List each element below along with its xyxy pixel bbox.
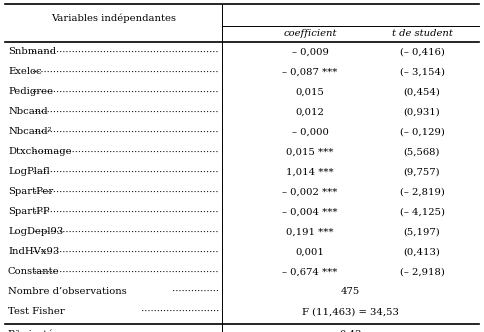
Text: 0,191 ***: 0,191 *** xyxy=(286,227,334,236)
Text: SpartPP: SpartPP xyxy=(8,208,50,216)
Text: Dtxchomage: Dtxchomage xyxy=(8,147,72,156)
Text: ····························································: ········································… xyxy=(31,47,219,56)
Text: F (11,463) = 34,53: F (11,463) = 34,53 xyxy=(302,307,399,316)
Text: Constante: Constante xyxy=(8,268,60,277)
Text: ····························································: ········································… xyxy=(31,227,219,236)
Text: (– 2,819): (– 2,819) xyxy=(400,188,444,197)
Text: – 0,004 ***: – 0,004 *** xyxy=(282,208,338,216)
Text: ····························································: ········································… xyxy=(31,247,219,257)
Text: (– 2,918): (– 2,918) xyxy=(400,268,444,277)
Text: (0,931): (0,931) xyxy=(404,108,440,117)
Text: ····························································: ········································… xyxy=(31,208,219,216)
Text: ····························································: ········································… xyxy=(31,188,219,197)
Text: 0,001: 0,001 xyxy=(296,247,324,257)
Text: (– 0,129): (– 0,129) xyxy=(400,127,444,136)
Text: 0,015: 0,015 xyxy=(296,88,324,97)
Text: LogPlafl: LogPlafl xyxy=(8,168,50,177)
Text: ····························································: ········································… xyxy=(31,268,219,277)
Text: R² ajusté: R² ajusté xyxy=(8,329,53,332)
Text: 475: 475 xyxy=(341,288,360,296)
Text: (– 4,125): (– 4,125) xyxy=(399,208,444,216)
Text: Test Fisher: Test Fisher xyxy=(8,307,65,316)
Text: (9,757): (9,757) xyxy=(404,168,440,177)
Text: Snbmand: Snbmand xyxy=(8,47,56,56)
Text: Nbcand: Nbcand xyxy=(8,108,47,117)
Text: ···············: ··············· xyxy=(169,288,219,296)
Text: ····························································: ········································… xyxy=(31,67,219,76)
Text: ····························································: ········································… xyxy=(31,88,219,97)
Text: 1,014 ***: 1,014 *** xyxy=(286,168,334,177)
Text: (5,568): (5,568) xyxy=(404,147,440,156)
Text: t de student: t de student xyxy=(392,30,453,39)
Text: IndHVx93: IndHVx93 xyxy=(8,247,59,257)
Text: SpartPer: SpartPer xyxy=(8,188,53,197)
Text: LogDepl93: LogDepl93 xyxy=(8,227,63,236)
Text: (– 0,416): (– 0,416) xyxy=(400,47,444,56)
Text: ·························: ························· xyxy=(138,307,219,316)
Text: (0,454): (0,454) xyxy=(404,88,440,97)
Text: – 0,009: – 0,009 xyxy=(291,47,329,56)
Text: Pedigree: Pedigree xyxy=(8,88,53,97)
Text: 0,012: 0,012 xyxy=(296,108,324,117)
Text: ····························································: ········································… xyxy=(31,168,219,177)
Text: Exeloc: Exeloc xyxy=(8,67,42,76)
Text: (0,413): (0,413) xyxy=(404,247,440,257)
Text: – 0,002 ***: – 0,002 *** xyxy=(282,188,338,197)
Text: (– 3,154): (– 3,154) xyxy=(399,67,444,76)
Text: Variables indépendantes: Variables indépendantes xyxy=(51,13,176,23)
Text: (5,197): (5,197) xyxy=(404,227,440,236)
Text: ····························································: ········································… xyxy=(31,127,219,136)
Text: Nbcand²: Nbcand² xyxy=(8,127,52,136)
Text: – 0,087 ***: – 0,087 *** xyxy=(282,67,338,76)
Text: coefficient: coefficient xyxy=(283,30,337,39)
Text: – 0,674 ***: – 0,674 *** xyxy=(282,268,338,277)
Text: 0,42: 0,42 xyxy=(339,329,362,332)
Text: ····························································: ········································… xyxy=(31,147,219,156)
Text: – 0,000: – 0,000 xyxy=(291,127,329,136)
Text: ····························································: ········································… xyxy=(31,108,219,117)
Text: Nombre d’observations: Nombre d’observations xyxy=(8,288,127,296)
Text: 0,015 ***: 0,015 *** xyxy=(287,147,333,156)
